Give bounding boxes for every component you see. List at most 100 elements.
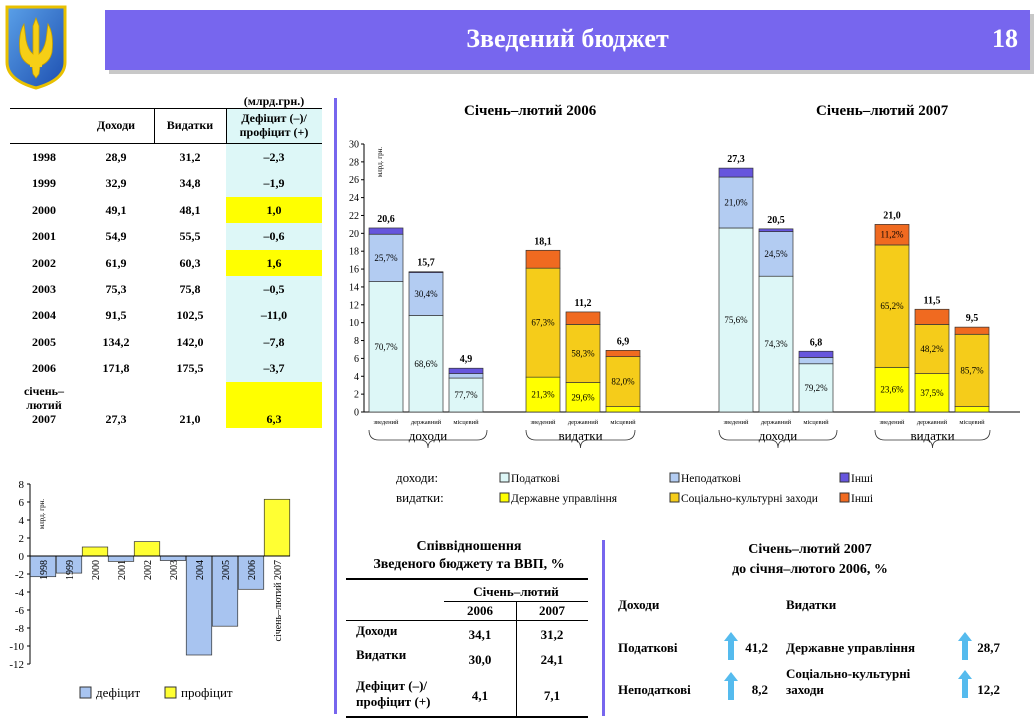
legend-swatch-surplus xyxy=(164,686,177,699)
legend-label-surplus: профіцит xyxy=(181,685,233,700)
table-rule xyxy=(10,108,322,109)
growth-label: Соціально-культурні заходи xyxy=(786,666,911,697)
bar-segment xyxy=(525,267,561,378)
segment-label: 29,6% xyxy=(571,392,595,402)
year-cell: 2005 xyxy=(32,334,56,349)
bar-segment xyxy=(605,356,641,407)
y-tick-label: 14 xyxy=(349,282,359,293)
balance-cell: 6,3 xyxy=(266,411,282,426)
income-cell: 49,1 xyxy=(105,202,127,217)
segment-label: 65,2% xyxy=(880,301,904,311)
gdp-year-2007: 2007 xyxy=(539,603,565,618)
segment-label: 70,7% xyxy=(374,342,398,352)
y-tick-label: -6 xyxy=(15,605,25,617)
category-label: 2003 xyxy=(169,560,180,580)
bar-category-label: зведений xyxy=(723,419,749,426)
category-label: 2004 xyxy=(195,560,206,580)
balance-cell-bg xyxy=(226,276,322,303)
vertical-divider-lower xyxy=(602,540,605,716)
bar-segment xyxy=(798,350,834,358)
bar-segment xyxy=(954,406,990,413)
surplus-bar xyxy=(133,541,161,557)
bar-total-label: 27,3 xyxy=(727,154,745,165)
y-tick-label: 6 xyxy=(354,354,359,365)
segment-label: 25,7% xyxy=(374,253,398,263)
category-label: січень–лютий 2007 xyxy=(273,560,284,642)
group-brace xyxy=(874,429,991,449)
y-tick-label: 2 xyxy=(19,533,25,545)
growth-title-line2: до січня–лютого 2006, % xyxy=(732,562,888,577)
segment-label: 30,4% xyxy=(414,289,438,299)
segment-label: 68,6% xyxy=(414,359,438,369)
spending-cell: 34,8 xyxy=(179,176,201,191)
gdp-cell: 30,0 xyxy=(468,652,492,667)
period-title-2007: Січень–лютий 2007 xyxy=(816,103,949,119)
bar-segment xyxy=(565,324,601,383)
deficit-bar xyxy=(237,555,265,590)
period-title-2006: Січень–лютий 2006 xyxy=(464,103,597,119)
segment-label: 77,7% xyxy=(454,390,478,400)
spending-cell: 75,8 xyxy=(179,282,201,296)
column-header: Видатки xyxy=(166,118,214,132)
bar-segment xyxy=(408,315,444,413)
bar-segment xyxy=(565,311,601,325)
bar-segment xyxy=(798,357,834,365)
spending-cell: 55,5 xyxy=(179,229,201,244)
category-label: 1999 xyxy=(65,560,76,580)
header-bg xyxy=(226,109,322,143)
balance-cell-bg xyxy=(226,144,322,171)
bar-total-label: 9,5 xyxy=(966,313,979,324)
growth-income-header: Доходи xyxy=(618,597,660,612)
balance-cell: –3,7 xyxy=(263,361,285,376)
bar-segment xyxy=(758,228,794,232)
year-cell: 2000 xyxy=(32,202,56,217)
year-cell: 2006 xyxy=(32,361,56,376)
y-tick-label: 26 xyxy=(349,175,359,186)
legend-label: Соціально-культурні заходи xyxy=(681,493,818,505)
balance-cell: 1,6 xyxy=(266,255,282,270)
y-tick-label: 10 xyxy=(349,318,359,329)
y-tick-label: 12 xyxy=(349,300,359,311)
surplus-bar xyxy=(263,498,291,557)
balance-cell-bg xyxy=(226,196,322,224)
growth-value: 8,2 xyxy=(751,682,768,697)
y-tick-label: 20 xyxy=(349,229,359,240)
spending-cell: 175,5 xyxy=(176,361,204,376)
bar-category-label: місцевий xyxy=(453,419,479,426)
y-tick-label: 6 xyxy=(19,497,25,509)
group-brace xyxy=(368,429,488,449)
balance-cell-bg xyxy=(226,249,322,276)
year-cell: 2004 xyxy=(32,308,56,323)
bar-total-label: 6,9 xyxy=(617,336,630,347)
bar-segment xyxy=(718,176,754,229)
growth-value: 28,7 xyxy=(977,640,1000,655)
group-brace xyxy=(718,429,838,449)
arrow-up-icon xyxy=(724,672,738,700)
y-tick-label: -10 xyxy=(9,641,24,653)
spending-cell: 31,2 xyxy=(179,150,201,164)
y-tick-label: -2 xyxy=(15,569,24,581)
balance-cell-bg xyxy=(226,170,322,197)
gdp-title-line2: Зведеного бюджету та ВВП, % xyxy=(373,557,565,572)
bar-category-label: державний xyxy=(761,419,792,426)
year-cell: 2002 xyxy=(32,255,56,270)
y-tick-label: 22 xyxy=(349,211,359,222)
bar-segment xyxy=(914,324,950,374)
bar-segment xyxy=(914,373,950,413)
bar-segment xyxy=(954,326,990,335)
growth-label: Державне управління xyxy=(786,640,916,655)
balance-cell-bg xyxy=(226,381,322,428)
balance-cell: –11,0 xyxy=(260,308,288,323)
growth-value: 12,2 xyxy=(977,682,1000,697)
balance-cell: –7,8 xyxy=(263,334,285,349)
legend-swatch xyxy=(669,492,680,503)
bar-segment xyxy=(368,227,404,235)
bar-segment xyxy=(914,308,950,325)
deficit-bar xyxy=(185,555,213,656)
gdp-cell: 34,1 xyxy=(468,627,492,642)
balance-cell-bg xyxy=(226,355,322,382)
spending-cell: 102,5 xyxy=(176,308,204,323)
table-rule xyxy=(10,143,322,144)
y-tick-label: 0 xyxy=(19,551,25,563)
